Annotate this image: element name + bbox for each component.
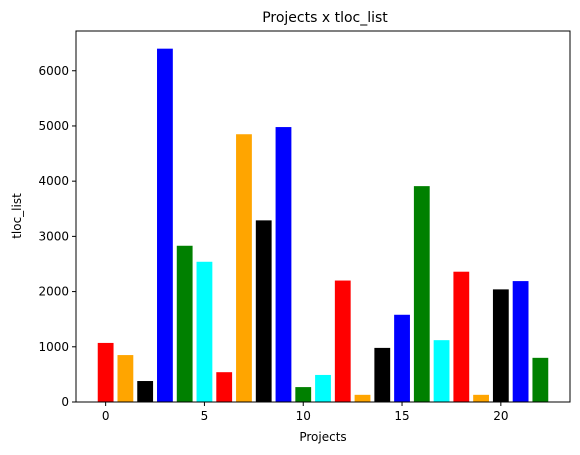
- bar-6: [216, 372, 233, 402]
- bar-14: [374, 347, 391, 402]
- y-axis-ticks: 0 1000 2000 3000 4000 5000 6000: [38, 64, 76, 409]
- plot-frame: [75, 30, 571, 403]
- bar-17: [433, 340, 450, 402]
- bar-2: [137, 381, 154, 402]
- x-tick-label-20: 20: [493, 409, 508, 423]
- x-axis-ticks: 0 5 10 15 20: [102, 402, 508, 423]
- x-tick-label-0: 0: [102, 409, 110, 423]
- bar-15: [394, 314, 410, 402]
- bar-3: [157, 48, 173, 403]
- bar-18: [453, 271, 470, 402]
- bar-5: [196, 261, 213, 402]
- bar-8: [255, 220, 272, 402]
- bar-19: [473, 394, 489, 402]
- bar-21: [512, 281, 529, 402]
- y-tick-label-4000: 4000: [38, 174, 69, 188]
- bar-16: [413, 186, 430, 402]
- y-tick-label-6000: 6000: [38, 64, 69, 78]
- bar-12: [334, 280, 351, 402]
- x-axis-label: Projects: [299, 430, 346, 444]
- x-tick-label-15: 15: [394, 409, 409, 423]
- bar-11: [315, 374, 331, 402]
- bar-7: [236, 134, 252, 403]
- y-tick-label-3000: 3000: [38, 229, 69, 243]
- bar-22: [532, 357, 549, 402]
- y-tick-label-5000: 5000: [38, 119, 69, 133]
- x-tick-label-5: 5: [201, 409, 209, 423]
- y-tick-label-0: 0: [61, 395, 69, 409]
- y-tick-label-1000: 1000: [38, 340, 69, 354]
- bar-1: [117, 355, 134, 402]
- y-tick-label-2000: 2000: [38, 285, 69, 299]
- y-axis-label: tloc_list: [10, 193, 24, 239]
- chart-title: Projects x tloc_list: [262, 10, 388, 26]
- bar-4: [176, 245, 193, 402]
- bar-0: [97, 342, 114, 402]
- bar-9: [275, 127, 292, 402]
- bars-group: [97, 48, 549, 403]
- bar-10: [295, 387, 312, 402]
- x-tick-label-10: 10: [296, 409, 311, 423]
- bar-13: [354, 394, 371, 402]
- bar-20: [492, 289, 509, 402]
